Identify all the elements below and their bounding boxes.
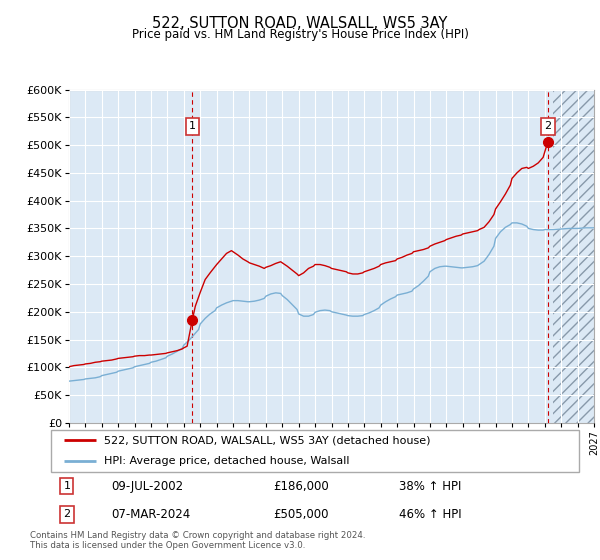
Text: Contains HM Land Registry data © Crown copyright and database right 2024.
This d: Contains HM Land Registry data © Crown c…	[30, 531, 365, 550]
Text: 38% ↑ HPI: 38% ↑ HPI	[400, 480, 462, 493]
Text: 1: 1	[64, 481, 70, 491]
Text: 07-MAR-2024: 07-MAR-2024	[112, 508, 191, 521]
Text: 1: 1	[189, 122, 196, 131]
Text: £505,000: £505,000	[273, 508, 328, 521]
Text: 09-JUL-2002: 09-JUL-2002	[112, 480, 184, 493]
Text: 522, SUTTON ROAD, WALSALL, WS5 3AY: 522, SUTTON ROAD, WALSALL, WS5 3AY	[152, 16, 448, 31]
Text: 46% ↑ HPI: 46% ↑ HPI	[400, 508, 462, 521]
Text: Price paid vs. HM Land Registry's House Price Index (HPI): Price paid vs. HM Land Registry's House …	[131, 28, 469, 41]
FancyBboxPatch shape	[51, 430, 579, 472]
Text: 2: 2	[544, 122, 551, 131]
Text: HPI: Average price, detached house, Walsall: HPI: Average price, detached house, Wals…	[104, 456, 349, 465]
Text: £186,000: £186,000	[273, 480, 329, 493]
Bar	[553, 90, 594, 423]
Text: 522, SUTTON ROAD, WALSALL, WS5 3AY (detached house): 522, SUTTON ROAD, WALSALL, WS5 3AY (deta…	[104, 436, 430, 445]
Text: 2: 2	[63, 510, 70, 520]
